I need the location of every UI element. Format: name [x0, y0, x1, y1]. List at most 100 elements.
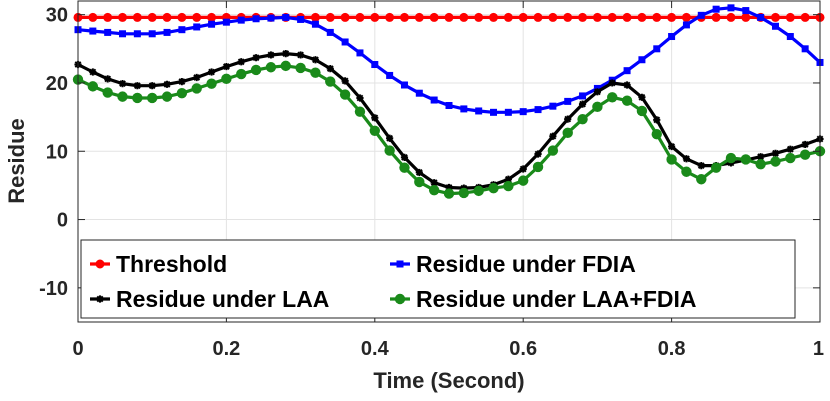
data-point — [652, 12, 662, 22]
legend-swatch-marker — [394, 293, 406, 305]
data-point — [119, 30, 127, 38]
data-point — [267, 14, 275, 22]
data-point — [623, 81, 631, 89]
data-point — [710, 162, 722, 173]
data-point — [311, 20, 319, 28]
data-point — [148, 30, 156, 38]
data-point — [280, 60, 291, 72]
data-point — [549, 132, 557, 140]
data-point — [178, 77, 186, 86]
data-point — [534, 106, 542, 114]
data-point — [563, 12, 573, 22]
data-point — [104, 28, 112, 36]
data-point — [192, 12, 202, 22]
data-point — [177, 12, 187, 22]
data-point — [668, 33, 676, 41]
data-point — [341, 38, 349, 46]
data-point — [667, 12, 677, 22]
data-point — [430, 179, 438, 187]
data-point — [236, 68, 247, 80]
data-point — [237, 16, 245, 24]
x-tick-label: 0.6 — [509, 338, 537, 360]
data-point — [371, 61, 379, 69]
data-point — [755, 159, 766, 170]
data-point — [430, 96, 438, 104]
data-point — [726, 12, 736, 22]
data-point — [385, 12, 395, 22]
legend-entries: Threshold Residue under FDIA Residue under… — [90, 251, 697, 312]
data-point — [741, 12, 751, 22]
x-tick-labels: 0 0.2 0.4 0.6 0.8 1 — [72, 338, 824, 360]
legend-entry: Residue under FDIA — [390, 251, 636, 277]
data-point — [89, 68, 97, 76]
data-point — [668, 142, 676, 151]
data-point — [533, 12, 543, 22]
data-point — [697, 161, 705, 170]
data-point — [339, 89, 351, 100]
data-point — [222, 62, 230, 71]
series-residue-under-fdia — [74, 4, 824, 116]
data-point — [163, 28, 171, 36]
data-point — [340, 12, 350, 22]
legend-entry: Residue under LAA — [90, 286, 329, 312]
data-point — [178, 26, 186, 34]
data-point — [490, 108, 498, 116]
data-point — [132, 12, 142, 22]
data-point — [460, 105, 468, 113]
data-point — [637, 12, 647, 22]
data-point — [547, 145, 559, 156]
data-point — [681, 166, 692, 177]
data-point — [474, 12, 484, 22]
data-point — [666, 154, 677, 165]
data-point — [221, 73, 232, 85]
data-point — [148, 82, 156, 90]
data-point — [475, 107, 483, 115]
data-point — [608, 79, 616, 87]
data-point — [341, 77, 349, 85]
data-point — [443, 188, 455, 199]
data-point — [103, 12, 113, 22]
data-point — [638, 93, 646, 101]
data-point — [132, 92, 143, 104]
data-point — [414, 176, 425, 188]
data-point — [118, 80, 127, 88]
data-point — [564, 115, 572, 123]
data-point — [445, 101, 453, 109]
legend: Threshold Residue under FDIA Residue under… — [80, 239, 796, 319]
data-point — [429, 12, 439, 22]
data-point — [193, 23, 201, 31]
plot-frame — [77, 0, 821, 323]
data-point — [458, 187, 470, 199]
data-point — [355, 12, 365, 22]
data-point — [444, 12, 454, 22]
data-point — [415, 89, 423, 97]
data-point — [473, 185, 484, 197]
data-point — [102, 87, 113, 98]
data-point — [564, 97, 572, 105]
data-point — [771, 22, 779, 30]
data-point — [354, 106, 366, 117]
data-point — [282, 49, 290, 58]
y-tick-label: 30 — [46, 5, 68, 27]
data-point — [593, 88, 601, 96]
x-axis-title: Time (Second) — [373, 368, 524, 393]
data-point — [191, 83, 202, 94]
legend-swatch-marker — [96, 295, 104, 303]
legend-swatch-marker — [95, 259, 105, 269]
data-point — [757, 153, 765, 161]
data-point — [757, 13, 765, 21]
data-point — [206, 78, 217, 89]
data-point — [207, 12, 217, 22]
data-point — [386, 134, 394, 142]
data-point — [682, 21, 690, 29]
data-point — [607, 12, 617, 22]
data-point — [237, 58, 245, 66]
data-point — [147, 12, 157, 22]
data-point — [310, 67, 321, 78]
data-point — [163, 80, 171, 88]
x-tick-label: 0.4 — [361, 338, 390, 360]
data-point — [577, 113, 588, 125]
data-point — [326, 65, 334, 73]
data-point — [162, 12, 172, 22]
